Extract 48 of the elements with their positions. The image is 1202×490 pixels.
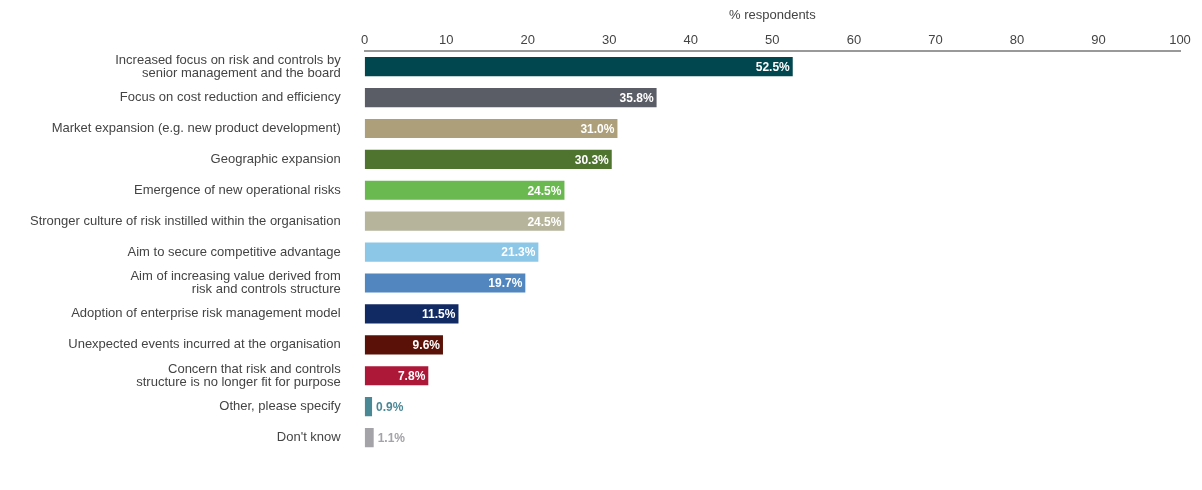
- x-tick-label: 50: [765, 31, 780, 47]
- x-tick-label: 70: [928, 31, 943, 47]
- data-label: 19.7%: [488, 276, 523, 291]
- x-tick-label: 60: [846, 31, 862, 47]
- data-label: 24.5%: [527, 183, 562, 198]
- data-label: 35.8%: [619, 90, 654, 105]
- data-label: 21.3%: [501, 245, 536, 260]
- y-tick-label: Unexpected events incurred at the organisation: [68, 336, 341, 352]
- y-tick-label: Increased focus on risk and controls by senior management and the board: [115, 51, 342, 80]
- y-tick-label: Stronger culture of risk instilled within the organisation: [29, 212, 341, 228]
- x-tick-label: 40: [683, 31, 699, 47]
- y-tick-label: Emergence of new operational risks: [134, 181, 342, 197]
- y-tick-label: Don't know: [276, 429, 342, 445]
- bar: [364, 211, 565, 231]
- y-tick-label: Geographic expansion: [210, 150, 341, 166]
- y-tick-label: Aim to secure competitive advantage: [127, 243, 341, 259]
- data-label: 11.5%: [422, 307, 456, 322]
- x-tick-label: 80: [1009, 31, 1025, 47]
- data-label: 7.8%: [397, 369, 426, 384]
- y-tick-label: Market expansion (e.g. new product development): [51, 120, 341, 136]
- bar: [364, 57, 793, 77]
- bar: [364, 180, 565, 200]
- bar: [364, 397, 373, 417]
- bar: [364, 118, 618, 139]
- x-tick-label: 90: [1091, 31, 1106, 47]
- y-tick-label: Concern that risk and controls structure is no longer fit for purpose: [136, 360, 342, 389]
- x-axis-title: % respondents: [728, 7, 817, 23]
- y-tick-label: Aim of increasing value derived from risk and controls structure: [130, 268, 341, 297]
- bar: [364, 273, 526, 293]
- data-label: 0.9%: [376, 399, 404, 414]
- data-label: 31.0%: [580, 121, 615, 136]
- bar: [364, 427, 374, 448]
- x-tick-label: 30: [602, 31, 617, 47]
- x-tick-label: 20: [520, 31, 535, 47]
- x-tick-label: 0: [361, 31, 369, 47]
- data-label: 1.1%: [377, 430, 406, 445]
- data-label: 9.6%: [412, 338, 441, 353]
- y-tick-label: Adoption of enterprise risk management model: [71, 305, 341, 321]
- data-label: 24.5%: [527, 214, 562, 229]
- x-tick-label: 100: [1169, 31, 1191, 47]
- bar: [364, 242, 539, 262]
- bar: [364, 87, 657, 108]
- bar: [364, 149, 612, 169]
- data-label: 52.5%: [755, 59, 791, 74]
- data-label: 30.3%: [574, 152, 610, 167]
- y-tick-label: Other, please specify: [219, 398, 342, 414]
- y-tick-label: Focus on cost reduction and efficiency: [119, 89, 342, 105]
- x-tick-label: 10: [439, 31, 454, 47]
